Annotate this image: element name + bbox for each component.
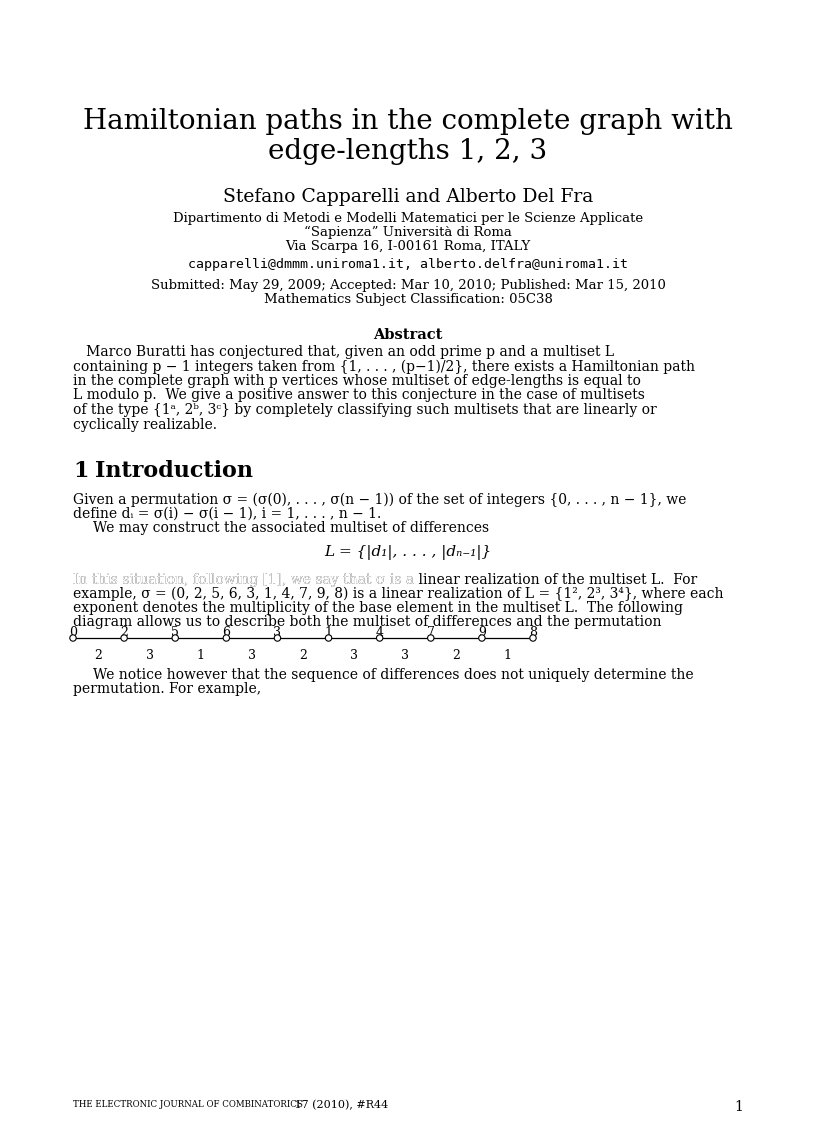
Text: In this situation, following [1], we say that σ is a: In this situation, following [1], we say… bbox=[73, 573, 419, 587]
Text: 1: 1 bbox=[197, 649, 205, 661]
Text: 2: 2 bbox=[452, 649, 460, 661]
Circle shape bbox=[172, 634, 179, 641]
Text: 1: 1 bbox=[73, 460, 88, 482]
Text: L = {|d₁|, . . . , |dₙ₋₁|}: L = {|d₁|, . . . , |dₙ₋₁|} bbox=[325, 545, 491, 560]
Text: 6: 6 bbox=[222, 626, 230, 639]
Circle shape bbox=[376, 634, 383, 641]
Text: 4: 4 bbox=[375, 626, 384, 639]
Circle shape bbox=[428, 634, 434, 641]
Text: diagram allows us to describe both the multiset of differences and the permutati: diagram allows us to describe both the m… bbox=[73, 615, 662, 629]
Text: Dipartimento di Metodi e Modelli Matematici per le Scienze Applicate: Dipartimento di Metodi e Modelli Matemat… bbox=[173, 212, 643, 225]
Text: of the type {1ᵃ, 2ᵇ, 3ᶜ} by completely classifying such multisets that are linea: of the type {1ᵃ, 2ᵇ, 3ᶜ} by completely c… bbox=[73, 403, 657, 417]
Circle shape bbox=[70, 634, 76, 641]
Text: 8: 8 bbox=[529, 626, 537, 639]
Text: 1: 1 bbox=[734, 1101, 743, 1114]
Text: 2: 2 bbox=[299, 649, 307, 661]
Circle shape bbox=[274, 634, 281, 641]
Text: 3: 3 bbox=[248, 649, 256, 661]
Text: Via Scarpa 16, I-00161 Roma, ITALY: Via Scarpa 16, I-00161 Roma, ITALY bbox=[286, 240, 530, 253]
Text: Submitted: May 29, 2009; Accepted: Mar 10, 2010; Published: Mar 15, 2010: Submitted: May 29, 2009; Accepted: Mar 1… bbox=[151, 279, 665, 292]
Text: 2: 2 bbox=[120, 626, 128, 639]
Text: Marco Buratti has conjectured that, given an odd prime p and a multiset L: Marco Buratti has conjectured that, give… bbox=[73, 345, 614, 359]
Text: 3: 3 bbox=[401, 649, 409, 661]
Circle shape bbox=[479, 634, 485, 641]
Text: THE ELECTRONIC JOURNAL OF COMBINATORICS: THE ELECTRONIC JOURNAL OF COMBINATORICS bbox=[73, 1101, 303, 1110]
Text: Abstract: Abstract bbox=[373, 328, 443, 343]
Text: containing p − 1 integers taken from {1, . . . , (p−1)/2}, there exists a Hamilt: containing p − 1 integers taken from {1,… bbox=[73, 359, 695, 374]
Text: 3: 3 bbox=[146, 649, 153, 661]
Text: edge-lengths 1, 2, 3: edge-lengths 1, 2, 3 bbox=[268, 138, 548, 165]
Text: capparelli@dmmm.uniroma1.it, alberto.delfra@uniroma1.it: capparelli@dmmm.uniroma1.it, alberto.del… bbox=[188, 258, 628, 271]
Text: 0: 0 bbox=[69, 626, 77, 639]
Text: 1: 1 bbox=[325, 626, 333, 639]
Text: 3: 3 bbox=[273, 626, 282, 639]
Text: 7: 7 bbox=[427, 626, 435, 639]
Text: in the complete graph with p vertices whose multiset of edge-lengths is equal to: in the complete graph with p vertices wh… bbox=[73, 374, 641, 389]
Text: Mathematics Subject Classification: 05C38: Mathematics Subject Classification: 05C3… bbox=[264, 293, 552, 305]
Text: “Sapienza” Università di Roma: “Sapienza” Università di Roma bbox=[304, 226, 512, 239]
Circle shape bbox=[223, 634, 229, 641]
Text: 2: 2 bbox=[95, 649, 103, 661]
Circle shape bbox=[326, 634, 332, 641]
Text: define dᵢ = σ(i) − σ(i − 1), i = 1, . . . , n − 1.: define dᵢ = σ(i) − σ(i − 1), i = 1, . . … bbox=[73, 506, 381, 521]
Text: 1: 1 bbox=[503, 649, 512, 661]
Text: L modulo p.  We give a positive answer to this conjecture in the case of multise: L modulo p. We give a positive answer to… bbox=[73, 389, 645, 402]
Text: 17 (2010), #R44: 17 (2010), #R44 bbox=[291, 1101, 388, 1111]
Text: permutation. For example,: permutation. For example, bbox=[73, 682, 261, 696]
Text: Given a permutation σ = (σ(0), . . . , σ(n − 1)) of the set of integers {0, . . : Given a permutation σ = (σ(0), . . . , σ… bbox=[73, 493, 686, 508]
Text: We notice however that the sequence of differences does not uniquely determine t: We notice however that the sequence of d… bbox=[93, 668, 694, 682]
Text: 9: 9 bbox=[478, 626, 486, 639]
Text: In this situation, following [1], we say that σ is a linear realization of the m: In this situation, following [1], we say… bbox=[73, 573, 697, 587]
Text: Introduction: Introduction bbox=[95, 460, 253, 482]
Circle shape bbox=[121, 634, 127, 641]
Text: exponent denotes the multiplicity of the base element in the multiset L.  The fo: exponent denotes the multiplicity of the… bbox=[73, 601, 683, 615]
Circle shape bbox=[530, 634, 536, 641]
Text: 5: 5 bbox=[171, 626, 180, 639]
Text: Hamiltonian paths in the complete graph with: Hamiltonian paths in the complete graph … bbox=[83, 108, 733, 135]
Text: cyclically realizable.: cyclically realizable. bbox=[73, 418, 217, 431]
Text: Stefano Capparelli and Alberto Del Fra: Stefano Capparelli and Alberto Del Fra bbox=[223, 188, 593, 206]
Text: 3: 3 bbox=[350, 649, 358, 661]
Text: We may construct the associated multiset of differences: We may construct the associated multiset… bbox=[93, 521, 489, 535]
Text: example, σ = (0, 2, 5, 6, 3, 1, 4, 7, 9, 8) is a linear realization of L = {1², : example, σ = (0, 2, 5, 6, 3, 1, 4, 7, 9,… bbox=[73, 587, 724, 602]
